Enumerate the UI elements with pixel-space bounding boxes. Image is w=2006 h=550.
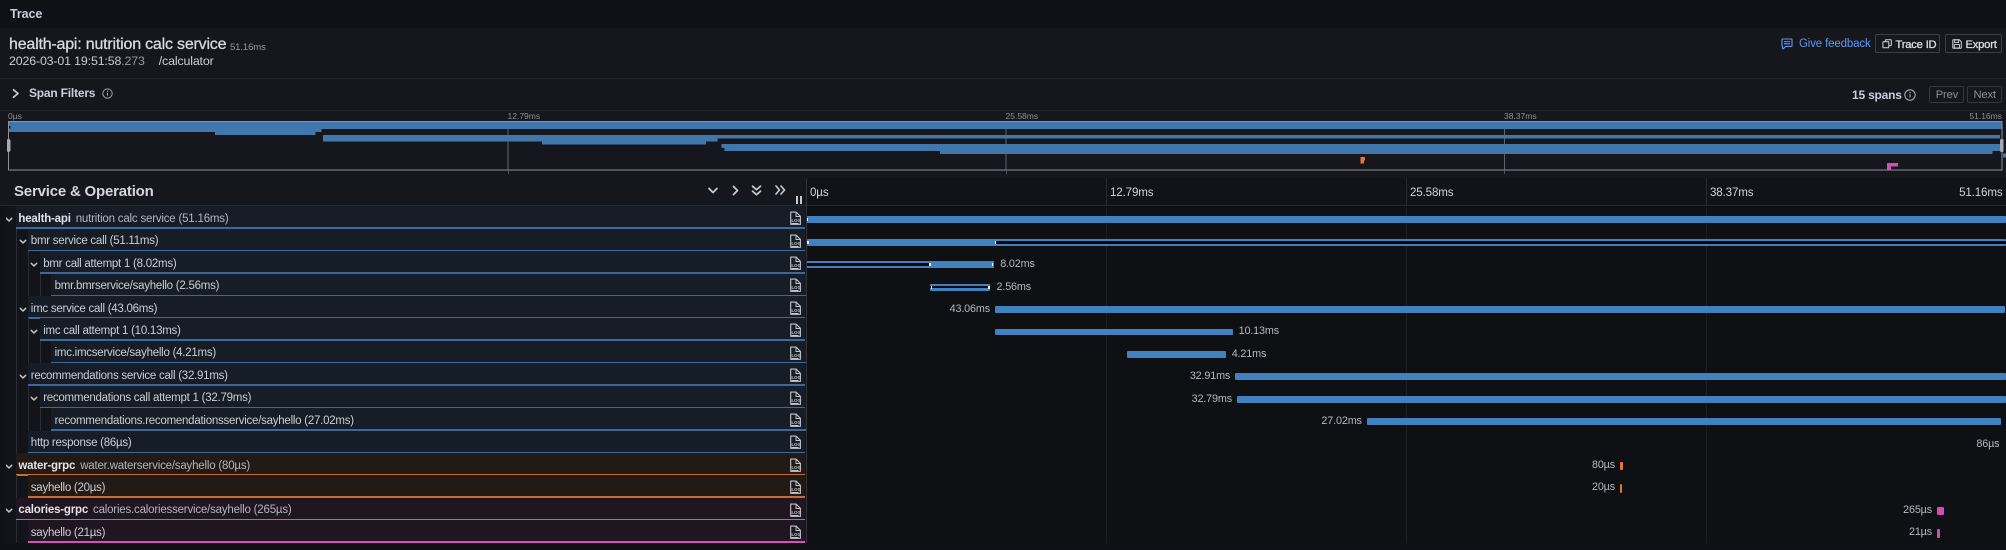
svg-text:LOG: LOG bbox=[792, 510, 801, 515]
svg-text:LOG: LOG bbox=[792, 285, 801, 290]
svg-text:LOG: LOG bbox=[792, 375, 801, 380]
svg-text:LOG: LOG bbox=[792, 218, 801, 223]
svg-text:LOG: LOG bbox=[792, 442, 801, 447]
svg-text:LOG: LOG bbox=[792, 330, 801, 335]
svg-text:LOG: LOG bbox=[792, 465, 801, 470]
svg-text:LOG: LOG bbox=[792, 263, 801, 268]
svg-text:LOG: LOG bbox=[792, 353, 801, 358]
svg-text:LOG: LOG bbox=[792, 308, 801, 313]
svg-text:LOG: LOG bbox=[792, 240, 801, 245]
svg-text:LOG: LOG bbox=[792, 420, 801, 425]
svg-text:LOG: LOG bbox=[792, 397, 801, 402]
svg-text:LOG: LOG bbox=[792, 487, 801, 492]
svg-text:LOG: LOG bbox=[792, 532, 801, 537]
